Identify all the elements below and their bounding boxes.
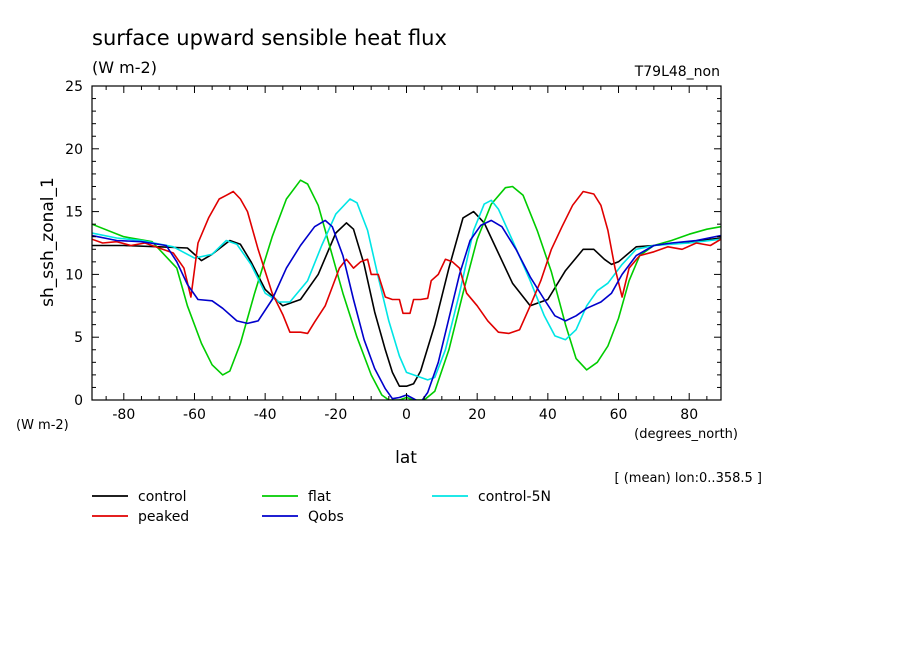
series-line-control xyxy=(92,212,721,387)
series-line-peaked xyxy=(92,192,721,334)
series-line-flat xyxy=(92,180,721,400)
mean-annotation: [ (mean) lon:0..358.5 ] xyxy=(615,471,763,486)
legend-label-peaked: peaked xyxy=(138,509,189,525)
x-tick-label: -60 xyxy=(183,407,206,423)
x-axis-units: (degrees_north) xyxy=(634,427,738,442)
y-axis-label: sh_ssh_zonal_1 xyxy=(38,177,58,307)
x-tick-label: 40 xyxy=(539,407,557,423)
y-axis-units: (W m-2) xyxy=(16,418,69,433)
legend-label-control: control xyxy=(138,489,187,505)
x-tick-label: 0 xyxy=(402,407,411,423)
y-tick-label: 10 xyxy=(65,267,83,283)
x-tick-label: 80 xyxy=(680,407,698,423)
legend-label-qobs: Qobs xyxy=(308,509,344,525)
chart: surface upward sensible heat flux (W m-2… xyxy=(0,0,904,654)
chart-title: surface upward sensible heat flux xyxy=(92,26,447,50)
x-tick-label: -20 xyxy=(324,407,347,423)
y-tick-label: 15 xyxy=(65,205,83,221)
plot-frame xyxy=(92,86,721,400)
x-axis-label: lat xyxy=(395,448,417,468)
x-tick-label: -80 xyxy=(112,407,135,423)
run-label: T79L48_non xyxy=(634,64,720,80)
y-tick-label: 25 xyxy=(65,79,83,95)
x-tick-label: 60 xyxy=(610,407,628,423)
y-tick-label: 20 xyxy=(65,142,83,158)
legend-label-flat: flat xyxy=(308,489,331,505)
legend-label-control-5n: control-5N xyxy=(478,489,551,505)
y-tick-label: 5 xyxy=(74,330,83,346)
x-tick-label: 20 xyxy=(468,407,486,423)
chart-subtitle: (W m-2) xyxy=(92,58,157,77)
y-tick-label: 0 xyxy=(74,393,83,409)
x-tick-label: -40 xyxy=(254,407,277,423)
